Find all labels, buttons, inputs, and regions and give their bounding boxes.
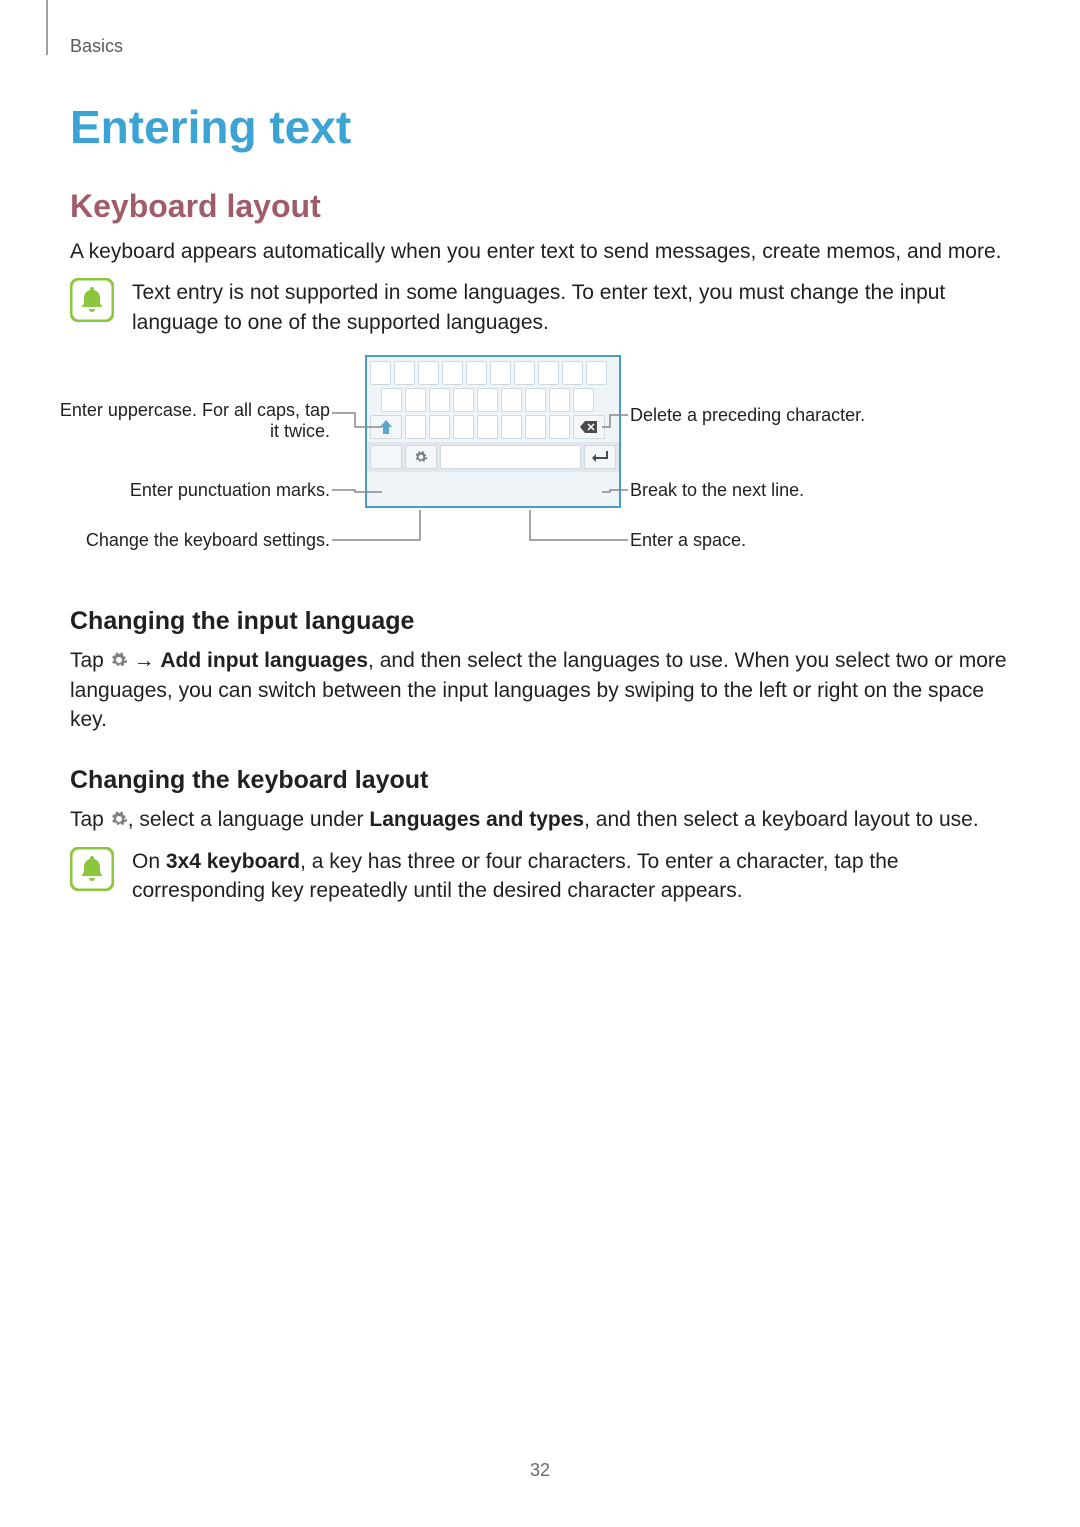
heading-2: Keyboard layout xyxy=(70,188,1010,225)
note-block-1: Text entry is not supported in some lang… xyxy=(70,278,1010,337)
breadcrumb: Basics xyxy=(70,36,123,57)
note-text-2: On 3x4 keyboard, a key has three or four… xyxy=(132,847,1010,906)
heading-3b: Changing the keyboard layout xyxy=(70,766,1010,795)
para-keyboard-layout: Tap , select a language under Languages … xyxy=(70,805,1010,834)
gear-icon xyxy=(110,651,128,669)
note-bell-icon xyxy=(70,847,114,891)
text: On xyxy=(132,850,166,873)
arrow: → xyxy=(128,649,161,672)
heading-3a: Changing the input language xyxy=(70,607,1010,636)
note-text-1: Text entry is not supported in some lang… xyxy=(132,278,1010,337)
leader-lines xyxy=(70,355,1010,575)
page-number: 32 xyxy=(0,1460,1080,1481)
text: , select a language under xyxy=(128,808,370,831)
bold-text: 3x4 keyboard xyxy=(166,850,300,873)
bold-text: Languages and types xyxy=(369,808,584,831)
header-rule xyxy=(46,0,48,55)
intro-paragraph: A keyboard appears automatically when yo… xyxy=(70,237,1010,266)
note-bell-icon xyxy=(70,278,114,322)
note-block-2: On 3x4 keyboard, a key has three or four… xyxy=(70,847,1010,906)
gear-icon xyxy=(110,810,128,828)
heading-1: Entering text xyxy=(70,100,1010,154)
text: Tap xyxy=(70,808,110,831)
text: , and then select a keyboard layout to u… xyxy=(584,808,979,831)
para-input-language: Tap → Add input languages, and then sele… xyxy=(70,646,1010,734)
page-content: Entering text Keyboard layout A keyboard… xyxy=(70,100,1010,914)
keyboard-diagram: Enter uppercase. For all caps, tap it tw… xyxy=(70,355,1010,575)
bold-text: Add input languages xyxy=(160,649,368,672)
text: Tap xyxy=(70,649,110,672)
